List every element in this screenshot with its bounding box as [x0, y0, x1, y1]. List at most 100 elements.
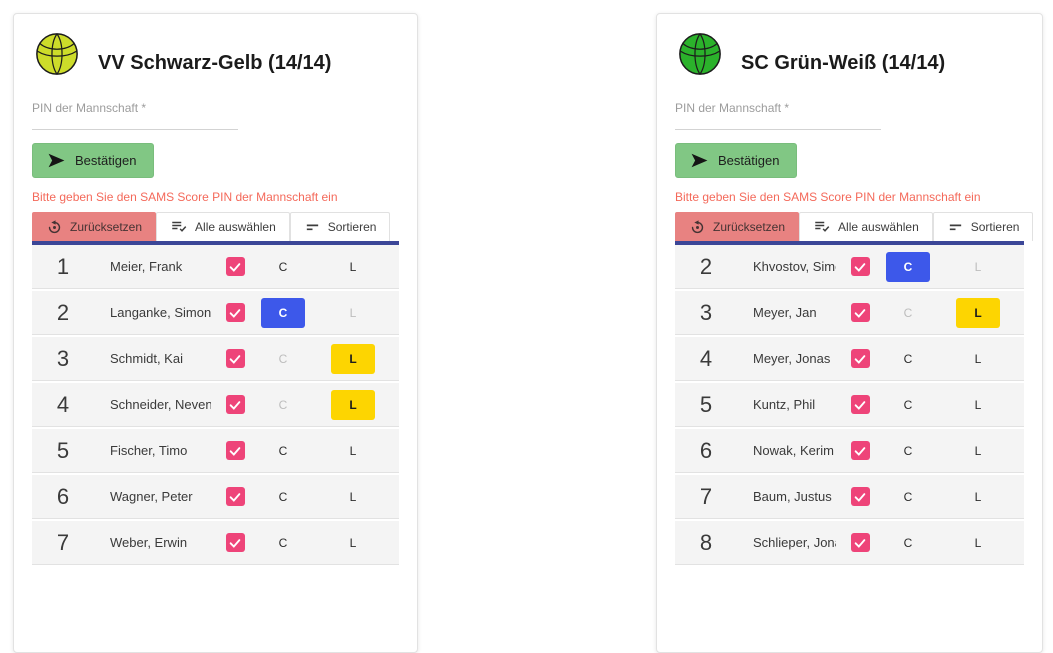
libero-toggle[interactable]: L	[974, 535, 982, 550]
player-number: 8	[699, 529, 713, 555]
libero-toggle[interactable]: L	[956, 297, 1000, 328]
player-name: Schmidt, Kai	[110, 351, 183, 366]
table-row: 5 Kuntz, Phil C L	[675, 383, 1024, 427]
check-icon	[229, 354, 241, 364]
captain-toggle[interactable]: C	[278, 397, 288, 412]
table-row: 2 Khvostov, Simon C L	[675, 245, 1024, 289]
confirm-label: Bestätigen	[718, 153, 780, 168]
player-name: Khvostov, Simon	[753, 259, 836, 274]
libero-toggle[interactable]: L	[349, 489, 357, 504]
table-row: 3 Schmidt, Kai C L	[32, 337, 399, 381]
player-number: 7	[56, 529, 70, 555]
libero-toggle[interactable]: L	[974, 351, 982, 366]
libero-toggle[interactable]: L	[349, 443, 357, 458]
player-checkbox[interactable]	[225, 395, 245, 414]
volleyball-icon	[679, 33, 721, 75]
captain-toggle[interactable]: C	[278, 351, 288, 366]
pin-input[interactable]	[675, 101, 881, 130]
check-icon	[854, 446, 866, 456]
reset-button[interactable]: Zurücksetzen	[675, 212, 800, 241]
check-icon	[854, 492, 866, 502]
toolbar: Zurücksetzen Alle auswählen Sortieren	[675, 212, 1034, 241]
player-checkbox[interactable]	[225, 257, 245, 276]
libero-toggle[interactable]: L	[974, 259, 982, 274]
sort-button[interactable]: Sortieren	[289, 212, 391, 241]
select-all-button[interactable]: Alle auswählen	[799, 212, 933, 241]
select-all-label: Alle auswählen	[195, 220, 276, 234]
player-checkbox[interactable]	[225, 487, 245, 506]
player-number: 5	[699, 391, 713, 417]
team-header: VV Schwarz-Gelb (14/14)	[34, 31, 399, 77]
table-row: 2 Langanke, Simon C L	[32, 291, 399, 335]
player-checkbox[interactable]	[850, 257, 870, 276]
libero-toggle[interactable]: L	[974, 489, 982, 504]
player-checkbox[interactable]	[225, 441, 245, 460]
libero-toggle[interactable]: L	[349, 535, 357, 550]
player-checkbox[interactable]	[850, 349, 870, 368]
player-number: 7	[699, 483, 713, 509]
player-number: 5	[56, 437, 70, 463]
libero-toggle[interactable]: L	[974, 397, 982, 412]
pin-helper-text: Bitte geben Sie den SAMS Score PIN der M…	[32, 190, 338, 204]
player-name: Schlieper, Jonathan	[753, 535, 836, 550]
player-checkbox[interactable]	[225, 349, 245, 368]
captain-toggle[interactable]: C	[903, 489, 913, 504]
check-icon	[229, 400, 241, 410]
confirm-button[interactable]: Bestätigen	[675, 143, 798, 178]
confirm-button[interactable]: Bestätigen	[32, 143, 155, 178]
captain-toggle[interactable]: C	[278, 535, 288, 550]
captain-toggle[interactable]: C	[261, 297, 305, 328]
check-icon	[229, 308, 241, 318]
check-icon	[854, 400, 866, 410]
check-icon	[229, 446, 241, 456]
table-row: 7 Weber, Erwin C L	[32, 521, 399, 565]
player-checkbox[interactable]	[850, 395, 870, 414]
reset-icon	[48, 219, 61, 233]
check-icon	[854, 308, 866, 318]
sort-label: Sortieren	[970, 220, 1020, 234]
sort-button[interactable]: Sortieren	[932, 212, 1034, 241]
libero-toggle[interactable]: L	[974, 443, 982, 458]
captain-toggle[interactable]: C	[278, 443, 288, 458]
captain-toggle[interactable]: C	[278, 489, 288, 504]
volleyball-icon	[36, 33, 78, 75]
captain-toggle[interactable]: C	[886, 251, 930, 282]
check-icon	[854, 538, 866, 548]
pin-input[interactable]	[32, 101, 238, 130]
table-row: 3 Meyer, Jan C L	[675, 291, 1024, 335]
reset-label: Zurücksetzen	[713, 220, 786, 234]
player-name: Meyer, Jonas	[753, 351, 831, 366]
captain-toggle[interactable]: C	[903, 443, 913, 458]
send-icon	[691, 153, 708, 168]
libero-toggle[interactable]: L	[331, 389, 375, 420]
captain-toggle[interactable]: C	[903, 535, 913, 550]
sort-icon	[306, 224, 318, 230]
libero-toggle[interactable]: L	[331, 343, 375, 374]
captain-toggle[interactable]: C	[903, 305, 913, 320]
player-checkbox[interactable]	[225, 303, 245, 322]
team-header: SC Grün-Weiß (14/14)	[677, 31, 1024, 77]
player-name: Weber, Erwin	[110, 535, 188, 550]
sort-icon	[949, 224, 961, 230]
libero-toggle[interactable]: L	[349, 259, 357, 274]
pin-field	[32, 99, 238, 130]
player-checkbox[interactable]	[850, 441, 870, 460]
player-checkbox[interactable]	[225, 533, 245, 552]
player-name: Meier, Frank	[110, 259, 183, 274]
pin-helper-text: Bitte geben Sie den SAMS Score PIN der M…	[675, 190, 981, 204]
check-icon	[229, 492, 241, 502]
captain-toggle[interactable]: C	[903, 397, 913, 412]
captain-toggle[interactable]: C	[903, 351, 913, 366]
player-checkbox[interactable]	[850, 303, 870, 322]
libero-toggle[interactable]: L	[349, 305, 357, 320]
reset-button[interactable]: Zurücksetzen	[32, 212, 157, 241]
toolbar: Zurücksetzen Alle auswählen Sortieren	[32, 212, 399, 241]
check-icon	[229, 538, 241, 548]
player-checkbox[interactable]	[850, 533, 870, 552]
captain-toggle[interactable]: C	[278, 259, 288, 274]
select-all-button[interactable]: Alle auswählen	[156, 212, 290, 241]
table-row: 1 Meier, Frank C L	[32, 245, 399, 289]
player-checkbox[interactable]	[850, 487, 870, 506]
player-name: Wagner, Peter	[110, 489, 193, 504]
team-title: VV Schwarz-Gelb (14/14)	[98, 52, 332, 74]
